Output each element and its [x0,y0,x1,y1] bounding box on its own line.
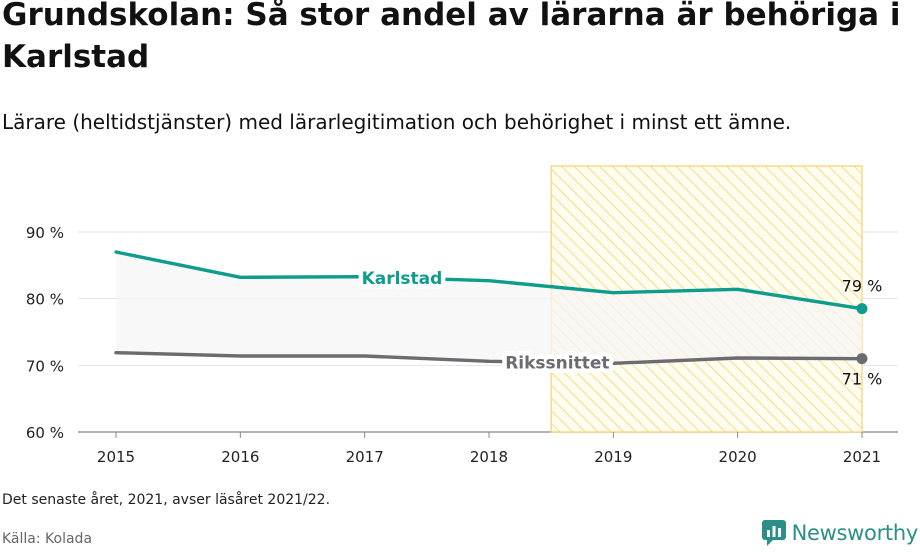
x-tick-label: 2021 [843,448,881,466]
brand-name: Newsworthy [791,521,919,545]
end-value-label: 79 % [842,277,883,296]
source-note: Källa: Kolada [2,531,93,547]
x-tick-label: 2015 [97,448,135,466]
newsworthy-logo-icon [761,520,786,546]
brand-logo: Newsworthy [761,519,918,547]
end-point-marker [856,353,868,365]
x-tick-label: 2020 [719,448,757,466]
difference-band [116,252,862,364]
series-line-rikssnittet [114,350,864,366]
x-tick-label: 2018 [470,448,508,466]
footnote: Det senaste året, 2021, avser läsåret 20… [2,492,331,508]
y-tick-label: 70 % [26,357,64,375]
chart-title: Grundskolan: Så stor andel av lärarna är… [2,0,901,75]
series-line-karlstad [114,250,864,311]
series-label: Karlstad [362,269,443,289]
x-tick-label: 2016 [221,448,259,466]
y-tick-label: 90 % [26,224,64,242]
y-tick-label: 80 % [26,291,64,309]
series-label-halo: Karlstad [362,269,443,289]
y-tick-label: 60 % [26,424,64,442]
x-tick-label: 2017 [346,448,384,466]
end-point-marker [856,303,868,315]
end-value-label: 71 % [842,370,883,389]
series-label: Rikssnittet [505,353,609,373]
x-tick-label: 2019 [594,448,632,466]
series-label-halo: Rikssnittet [505,353,609,373]
chart-subtitle: Lärare (heltidstjänster) med lärarlegiti… [2,110,792,134]
